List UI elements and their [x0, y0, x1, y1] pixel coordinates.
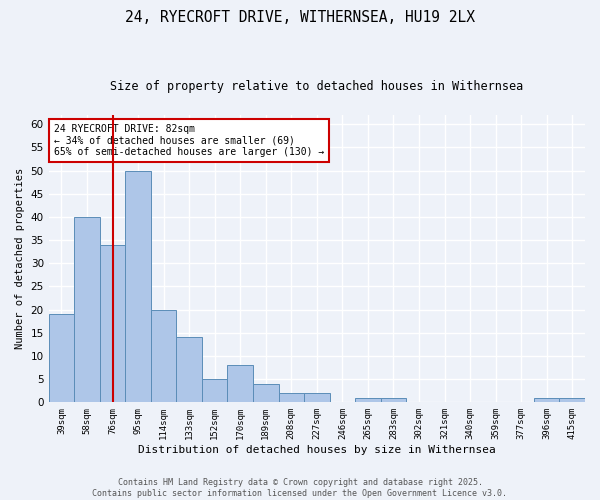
- Bar: [559, 398, 585, 402]
- Bar: [74, 217, 100, 402]
- Bar: [227, 366, 253, 403]
- Bar: [100, 245, 125, 402]
- Text: 24 RYECROFT DRIVE: 82sqm
← 34% of detached houses are smaller (69)
65% of semi-d: 24 RYECROFT DRIVE: 82sqm ← 34% of detach…: [54, 124, 324, 157]
- Text: Contains HM Land Registry data © Crown copyright and database right 2025.
Contai: Contains HM Land Registry data © Crown c…: [92, 478, 508, 498]
- Text: 24, RYECROFT DRIVE, WITHERNSEA, HU19 2LX: 24, RYECROFT DRIVE, WITHERNSEA, HU19 2LX: [125, 10, 475, 25]
- Bar: [202, 379, 227, 402]
- Bar: [49, 314, 74, 402]
- Bar: [380, 398, 406, 402]
- Bar: [151, 310, 176, 402]
- Title: Size of property relative to detached houses in Withernsea: Size of property relative to detached ho…: [110, 80, 523, 93]
- Bar: [125, 170, 151, 402]
- Bar: [304, 393, 329, 402]
- Bar: [253, 384, 278, 402]
- Bar: [278, 393, 304, 402]
- Bar: [176, 338, 202, 402]
- X-axis label: Distribution of detached houses by size in Withernsea: Distribution of detached houses by size …: [138, 445, 496, 455]
- Bar: [534, 398, 559, 402]
- Y-axis label: Number of detached properties: Number of detached properties: [15, 168, 25, 350]
- Bar: [355, 398, 380, 402]
